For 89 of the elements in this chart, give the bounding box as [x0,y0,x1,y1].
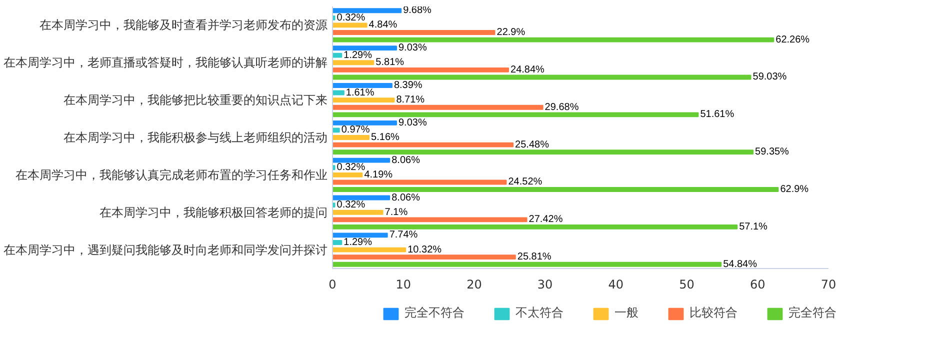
bar [332,104,544,110]
bar [332,150,754,155]
data-label: 8.71% [396,94,425,106]
data-label: 24.84% [510,64,545,76]
data-label: 0.32% [336,162,366,174]
data-label: 57.1% [739,221,768,232]
legend-label: 完全不符合 [404,304,464,322]
data-label: 0.32% [336,12,366,24]
bar [332,210,384,215]
bar [332,120,397,126]
data-label: 54.84% [723,258,758,270]
bar [332,240,342,245]
y-tick-label: 在本周学习中，遇到疑问我能够及时向老师和同学发问并探讨 [4,242,328,257]
data-label: 8.06% [392,192,420,204]
data-label: 59.03% [752,72,787,83]
y-tick-label: 在本周学习中，我能够及时查看并学习老师发布的资源 [40,18,328,32]
data-label: 25.48% [515,139,550,150]
bar [332,217,528,222]
data-label: 4.84% [368,20,398,31]
bar [332,52,342,58]
data-label: 0.32% [336,200,366,211]
data-label: 1.61% [346,87,374,98]
data-label: 62.9% [780,184,809,196]
y-tick-label: 在本周学习中，我能够认真完成老师布置的学习任务和作业 [16,168,328,182]
bar [332,247,406,252]
data-label: 29.68% [544,102,579,113]
data-label: 9.03% [398,42,427,54]
bar [332,83,392,88]
x-tick-label: 60 [750,278,766,292]
data-label: 7.74% [389,230,418,241]
bar [332,112,699,118]
data-label: 51.61% [700,109,734,120]
data-label: 0.97% [341,124,370,136]
bar [332,30,496,35]
bar [332,180,507,185]
data-label: 10.32% [408,244,442,256]
data-label: 24.52% [508,176,542,188]
bar [332,37,774,42]
bar [332,46,397,51]
bar [332,98,395,103]
bar [332,135,370,140]
data-label: 9.03% [398,117,427,128]
y-tick-label: 在本周学习中，我能积极参与线上老师组织的活动 [64,130,328,144]
data-label: 62.26% [776,34,810,46]
x-tick-label: 20 [466,278,482,292]
bar [332,172,363,178]
bar [332,128,340,133]
bar [332,262,722,267]
bar [332,195,390,200]
bar [332,8,402,14]
bar [332,224,738,230]
bar [332,15,336,20]
bar [332,60,374,66]
legend-label: 一般 [614,304,638,322]
bar [332,74,752,80]
x-tick-label: 10 [396,278,412,292]
x-tick-label: 70 [820,278,836,292]
data-label: 7.1% [384,206,408,218]
x-tick-label: 30 [537,278,553,292]
x-tick-label: 0 [328,278,336,292]
bar [332,90,344,96]
x-tick-label: 50 [679,278,694,292]
bar [332,232,388,238]
bar [332,67,510,72]
bar [332,202,336,208]
bar [332,22,368,28]
data-label: 25.81% [517,252,552,263]
data-label: 59.35% [755,146,790,158]
data-label: 4.19% [364,169,393,180]
legend-label: 比较符合 [690,304,738,322]
legend-label: 不太符合 [516,304,564,322]
legend-label: 完全符合 [788,304,836,322]
y-tick-label: 在本周学习中，老师直播或答疑时，我能够认真听老师的讲解 [4,56,328,70]
bar [332,254,516,260]
data-label: 1.29% [344,236,372,248]
data-label: 5.16% [371,132,400,143]
data-label: 27.42% [528,214,563,226]
bar [332,158,390,163]
bar [332,187,779,192]
y-tick-label: 在本周学习中，我能够把比较重要的知识点记下来 [64,93,328,108]
data-label: 1.29% [344,50,372,61]
data-label: 22.9% [496,27,526,38]
bar [332,142,514,148]
bar [332,165,336,170]
x-tick-label: 40 [608,278,624,292]
data-label: 8.06% [392,154,420,166]
data-label: 5.81% [376,57,404,68]
data-label: 8.39% [394,80,422,91]
y-tick-label: 在本周学习中，我能够积极回答老师的提问 [100,205,328,220]
